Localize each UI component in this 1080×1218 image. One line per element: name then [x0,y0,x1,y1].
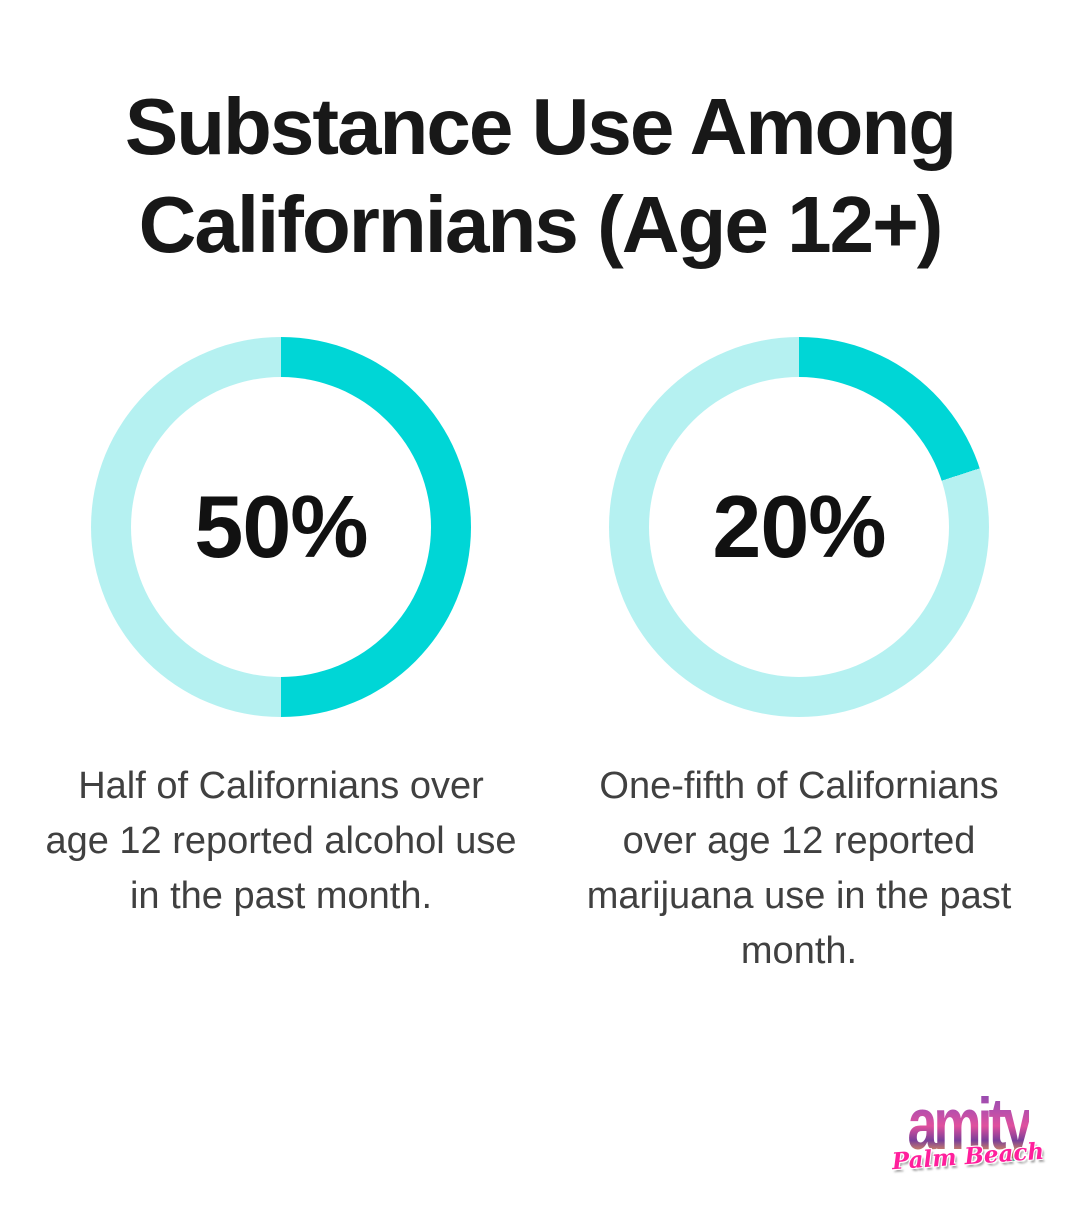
alcohol-caption: Half of Californians over age 12 reporte… [45,765,517,918]
page-title: Substance Use Among Californians (Age 12… [0,78,1080,273]
logo-wordmark: amity [907,1083,1032,1165]
page-title-line2: Californians (Age 12+) [138,179,944,269]
marijuana-percentage-label: 20% [712,477,886,577]
marijuana-donut-chart: 20% [609,337,989,718]
alcohol-donut-chart: 50% [91,337,471,718]
amity-palm-beach-logo: amity Palm Beach [884,1088,1052,1184]
marijuana-chart-column: 20% One-fifth of Californians over age 1… [559,337,1039,979]
charts-row: 50% Half of Californians over age 12 rep… [0,337,1080,979]
page-title-line1: Substance Use Among [124,82,957,171]
alcohol-percentage-label: 50% [194,477,368,577]
alcohol-donut-hole: 50% [131,377,431,678]
marijuana-caption: One-fifth of Californians over age 12 re… [586,765,1012,973]
alcohol-chart-column: 50% Half of Californians over age 12 rep… [41,337,521,924]
marijuana-donut-hole: 20% [649,377,949,678]
